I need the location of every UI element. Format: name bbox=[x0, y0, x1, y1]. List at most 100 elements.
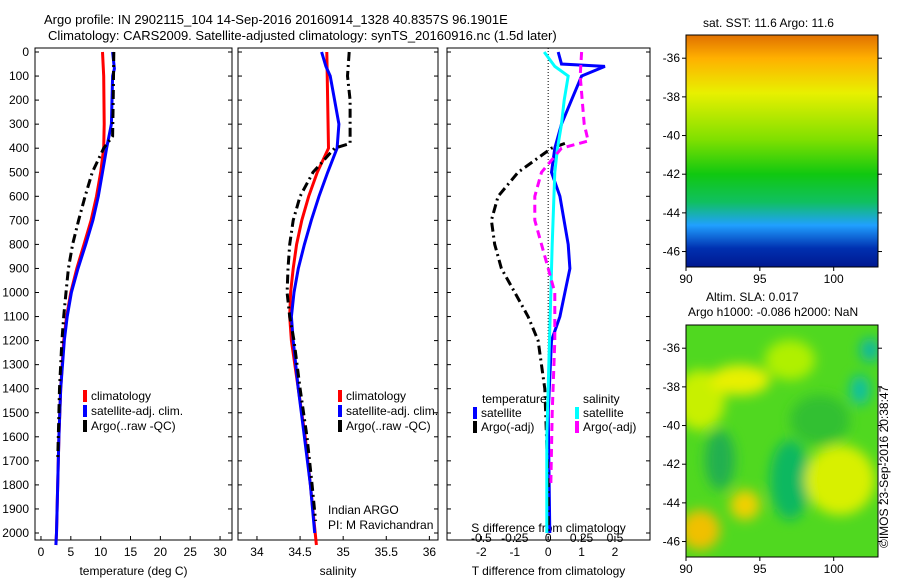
legend-swatch bbox=[83, 405, 87, 417]
y-tick-label: -44 bbox=[663, 496, 681, 510]
legend-title-temperature: temperature bbox=[482, 392, 547, 406]
x-tick-label: 15 bbox=[124, 545, 138, 559]
legend-swatch bbox=[338, 420, 342, 432]
y-tick-label: 900 bbox=[9, 261, 29, 275]
x-tick-label: 10 bbox=[94, 545, 108, 559]
legend-swatch bbox=[575, 421, 579, 433]
plot-frame bbox=[237, 47, 439, 541]
y-tick-label: 800 bbox=[9, 237, 29, 251]
series-line-argo-raw-qc- bbox=[285, 51, 352, 522]
legend-swatch bbox=[575, 407, 579, 419]
map-frame bbox=[685, 34, 879, 268]
x-tick-label: 100 bbox=[824, 272, 844, 286]
y-tick-label: -42 bbox=[663, 167, 681, 181]
x-tick-label: 90 bbox=[679, 562, 693, 576]
sst-map-title: sat. SST: 11.6 Argo: 11.6 bbox=[703, 16, 834, 30]
y-tick-label: 1700 bbox=[2, 454, 29, 468]
x-tick-label: 2 bbox=[612, 545, 619, 559]
series-line-climatology bbox=[54, 51, 106, 546]
legend-label: Argo(-adj) bbox=[481, 420, 534, 434]
plot-frame bbox=[34, 47, 233, 541]
title-line-1: Argo profile: IN 2902115_104 14-Sep-2016… bbox=[44, 12, 508, 27]
x-tick-label: 95 bbox=[753, 272, 767, 286]
series-line-salinity-argo-adj- bbox=[533, 51, 590, 485]
series-line-argo-raw-qc- bbox=[56, 51, 116, 461]
y-tick-label: 1000 bbox=[2, 286, 29, 300]
x-tick-label: 34 bbox=[250, 545, 264, 559]
x-axis-label: temperature (deg C) bbox=[79, 564, 187, 578]
series-line-salinity-satellite bbox=[542, 51, 570, 533]
legend-swatch bbox=[83, 420, 87, 432]
y-tick-label: 1800 bbox=[2, 478, 29, 492]
annotation-text: PI: M Ravichandran bbox=[328, 518, 433, 532]
annotation-text: Indian ARGO bbox=[328, 503, 399, 517]
legend-swatch bbox=[338, 390, 342, 402]
y-tick-label: -38 bbox=[663, 380, 681, 394]
y-tick-label: 0 bbox=[22, 45, 29, 59]
x-tick-label: 95 bbox=[753, 562, 767, 576]
x-tick-label: -2 bbox=[476, 545, 487, 559]
y-tick-label: 500 bbox=[9, 165, 29, 179]
s-tick-label: 0.25 bbox=[570, 531, 594, 545]
sla-map-panel: 90 95 100 -36 -38 -40 -42 -44 -46 bbox=[663, 324, 882, 576]
y-tick-label: 100 bbox=[9, 69, 29, 83]
x-tick-label: 20 bbox=[154, 545, 168, 559]
series-line-temperature-satellite bbox=[546, 51, 606, 534]
sst-map-field bbox=[686, 35, 878, 267]
x-tick-label: -1 bbox=[509, 545, 520, 559]
y-tick-label: 1600 bbox=[2, 430, 29, 444]
sla-map-title-1: Altim. SLA: 0.017 bbox=[706, 290, 799, 304]
legend-swatch bbox=[338, 405, 342, 417]
legend-swatch bbox=[473, 407, 477, 419]
x-tick-label: 90 bbox=[679, 272, 693, 286]
x-tick-label: 0 bbox=[38, 545, 45, 559]
x-axis-label: salinity bbox=[320, 564, 357, 578]
y-tick-label: -40 bbox=[663, 129, 681, 143]
legend-swatch bbox=[83, 390, 87, 402]
map-frame bbox=[685, 324, 879, 558]
s-tick-label: 0 bbox=[545, 531, 552, 545]
y-tick-label: 200 bbox=[9, 93, 29, 107]
legend-label: Argo(-adj) bbox=[583, 420, 636, 434]
legend-label: climatology bbox=[346, 389, 406, 403]
sla-map-title-2: Argo h1000: -0.086 h2000: NaN bbox=[688, 305, 859, 319]
y-tick-label: 300 bbox=[9, 117, 29, 131]
x-tick-label: 0 bbox=[545, 545, 552, 559]
legend-label: satellite bbox=[583, 406, 624, 420]
legend-title-salinity: salinity bbox=[583, 392, 620, 406]
legend-label: satellite-adj. clim. bbox=[91, 404, 183, 418]
y-tick-label: 400 bbox=[9, 141, 29, 155]
y-tick-label: -40 bbox=[663, 419, 681, 433]
legend-label: satellite-adj. clim. bbox=[346, 404, 438, 418]
y-tick-label: 1300 bbox=[2, 358, 29, 372]
y-tick-label: 700 bbox=[9, 213, 29, 227]
x-tick-label: 35.5 bbox=[375, 545, 399, 559]
title-line-2: Climatology: CARS2009. Satellite-adjuste… bbox=[48, 28, 557, 43]
y-tick-label: 1900 bbox=[2, 502, 29, 516]
imos-credit: ©IMOS 23-Sep-2016 20:38:47 bbox=[877, 385, 891, 548]
y-tick-label: 1200 bbox=[2, 334, 29, 348]
x-axis-label: T difference from climatology bbox=[472, 564, 626, 578]
x-tick-label: 5 bbox=[67, 545, 74, 559]
y-tick-label: -36 bbox=[663, 51, 681, 65]
legend-label: climatology bbox=[91, 389, 151, 403]
y-tick-label: -36 bbox=[663, 341, 681, 355]
y-tick-label: -46 bbox=[663, 245, 681, 259]
x-tick-label: 36 bbox=[423, 545, 437, 559]
legend-label: satellite bbox=[481, 406, 522, 420]
x-tick-label: 35 bbox=[336, 545, 350, 559]
y-tick-label: -38 bbox=[663, 90, 681, 104]
y-tick-label: 2000 bbox=[2, 526, 29, 540]
y-tick-label: 1100 bbox=[3, 310, 29, 324]
y-tick-label: 600 bbox=[9, 189, 29, 203]
y-tick-label: 1500 bbox=[2, 406, 29, 420]
y-tick-label: -44 bbox=[663, 206, 681, 220]
x-tick-label: 100 bbox=[824, 562, 844, 576]
s-tick-label: -0.25 bbox=[501, 531, 529, 545]
series-line-satellite-adj-clim- bbox=[289, 51, 341, 534]
x-tick-label: 34.5 bbox=[288, 545, 312, 559]
s-tick-label: -0.5 bbox=[471, 531, 492, 545]
legend-label: Argo(..raw -QC) bbox=[91, 419, 176, 433]
